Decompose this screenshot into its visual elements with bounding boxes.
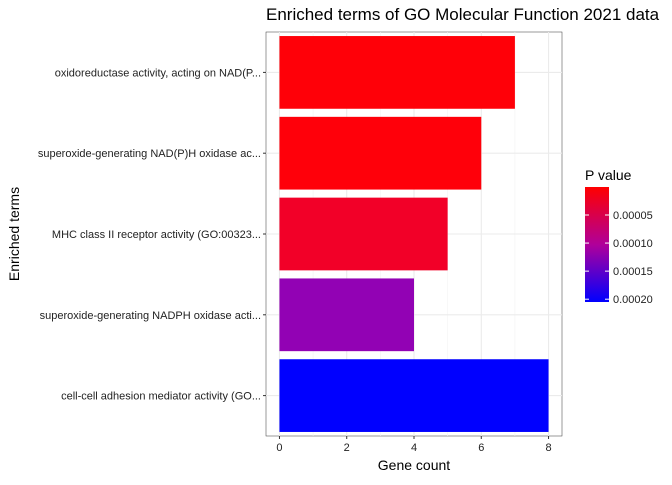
bar — [279, 197, 448, 271]
y-tick-label: superoxide-generating NAD(P)H oxidase ac… — [38, 148, 261, 160]
x-tick-label: 6 — [478, 442, 484, 454]
legend-tick-label: 0.00015 — [613, 266, 653, 278]
y-tick-label: MHC class II receptor activity (GO:00323… — [52, 229, 261, 241]
bar — [279, 359, 549, 432]
legend-tick-label: 0.00020 — [613, 294, 653, 306]
y-axis-label: Enriched terms — [6, 187, 22, 281]
y-tick-label: superoxide-generating NADPH oxidase acti… — [40, 310, 261, 322]
bar — [279, 116, 482, 190]
plot-panel — [265, 31, 563, 437]
bar — [279, 278, 414, 352]
bars — [279, 36, 549, 432]
y-tick-labels: oxidoreductase activity, acting on NAD(P… — [38, 67, 266, 403]
x-tick-label: 4 — [411, 442, 417, 454]
legend-tick-label: 0.00010 — [613, 238, 653, 250]
x-tick-label: 8 — [545, 442, 551, 454]
legend-title: P value — [585, 167, 632, 183]
legend-ticks: 0.00005 0.00010 0.00015 0.00020 — [585, 210, 653, 306]
x-axis-label: Gene count — [378, 457, 450, 473]
chart-title: Enriched terms of GO Molecular Function … — [266, 5, 660, 24]
legend-tick-label: 0.00005 — [613, 210, 653, 222]
y-tick-label: cell-cell adhesion mediator activity (GO… — [61, 391, 261, 403]
legend-colorbar — [585, 187, 609, 302]
x-tick-labels: 0 2 4 6 8 — [276, 436, 552, 454]
y-tick-label: oxidoreductase activity, acting on NAD(P… — [55, 67, 261, 79]
legend: P value 0.00005 0.00010 0.00015 0.00020 — [585, 167, 653, 306]
x-tick-label: 2 — [344, 442, 350, 454]
bar — [279, 36, 515, 109]
x-tick-label: 0 — [276, 442, 282, 454]
